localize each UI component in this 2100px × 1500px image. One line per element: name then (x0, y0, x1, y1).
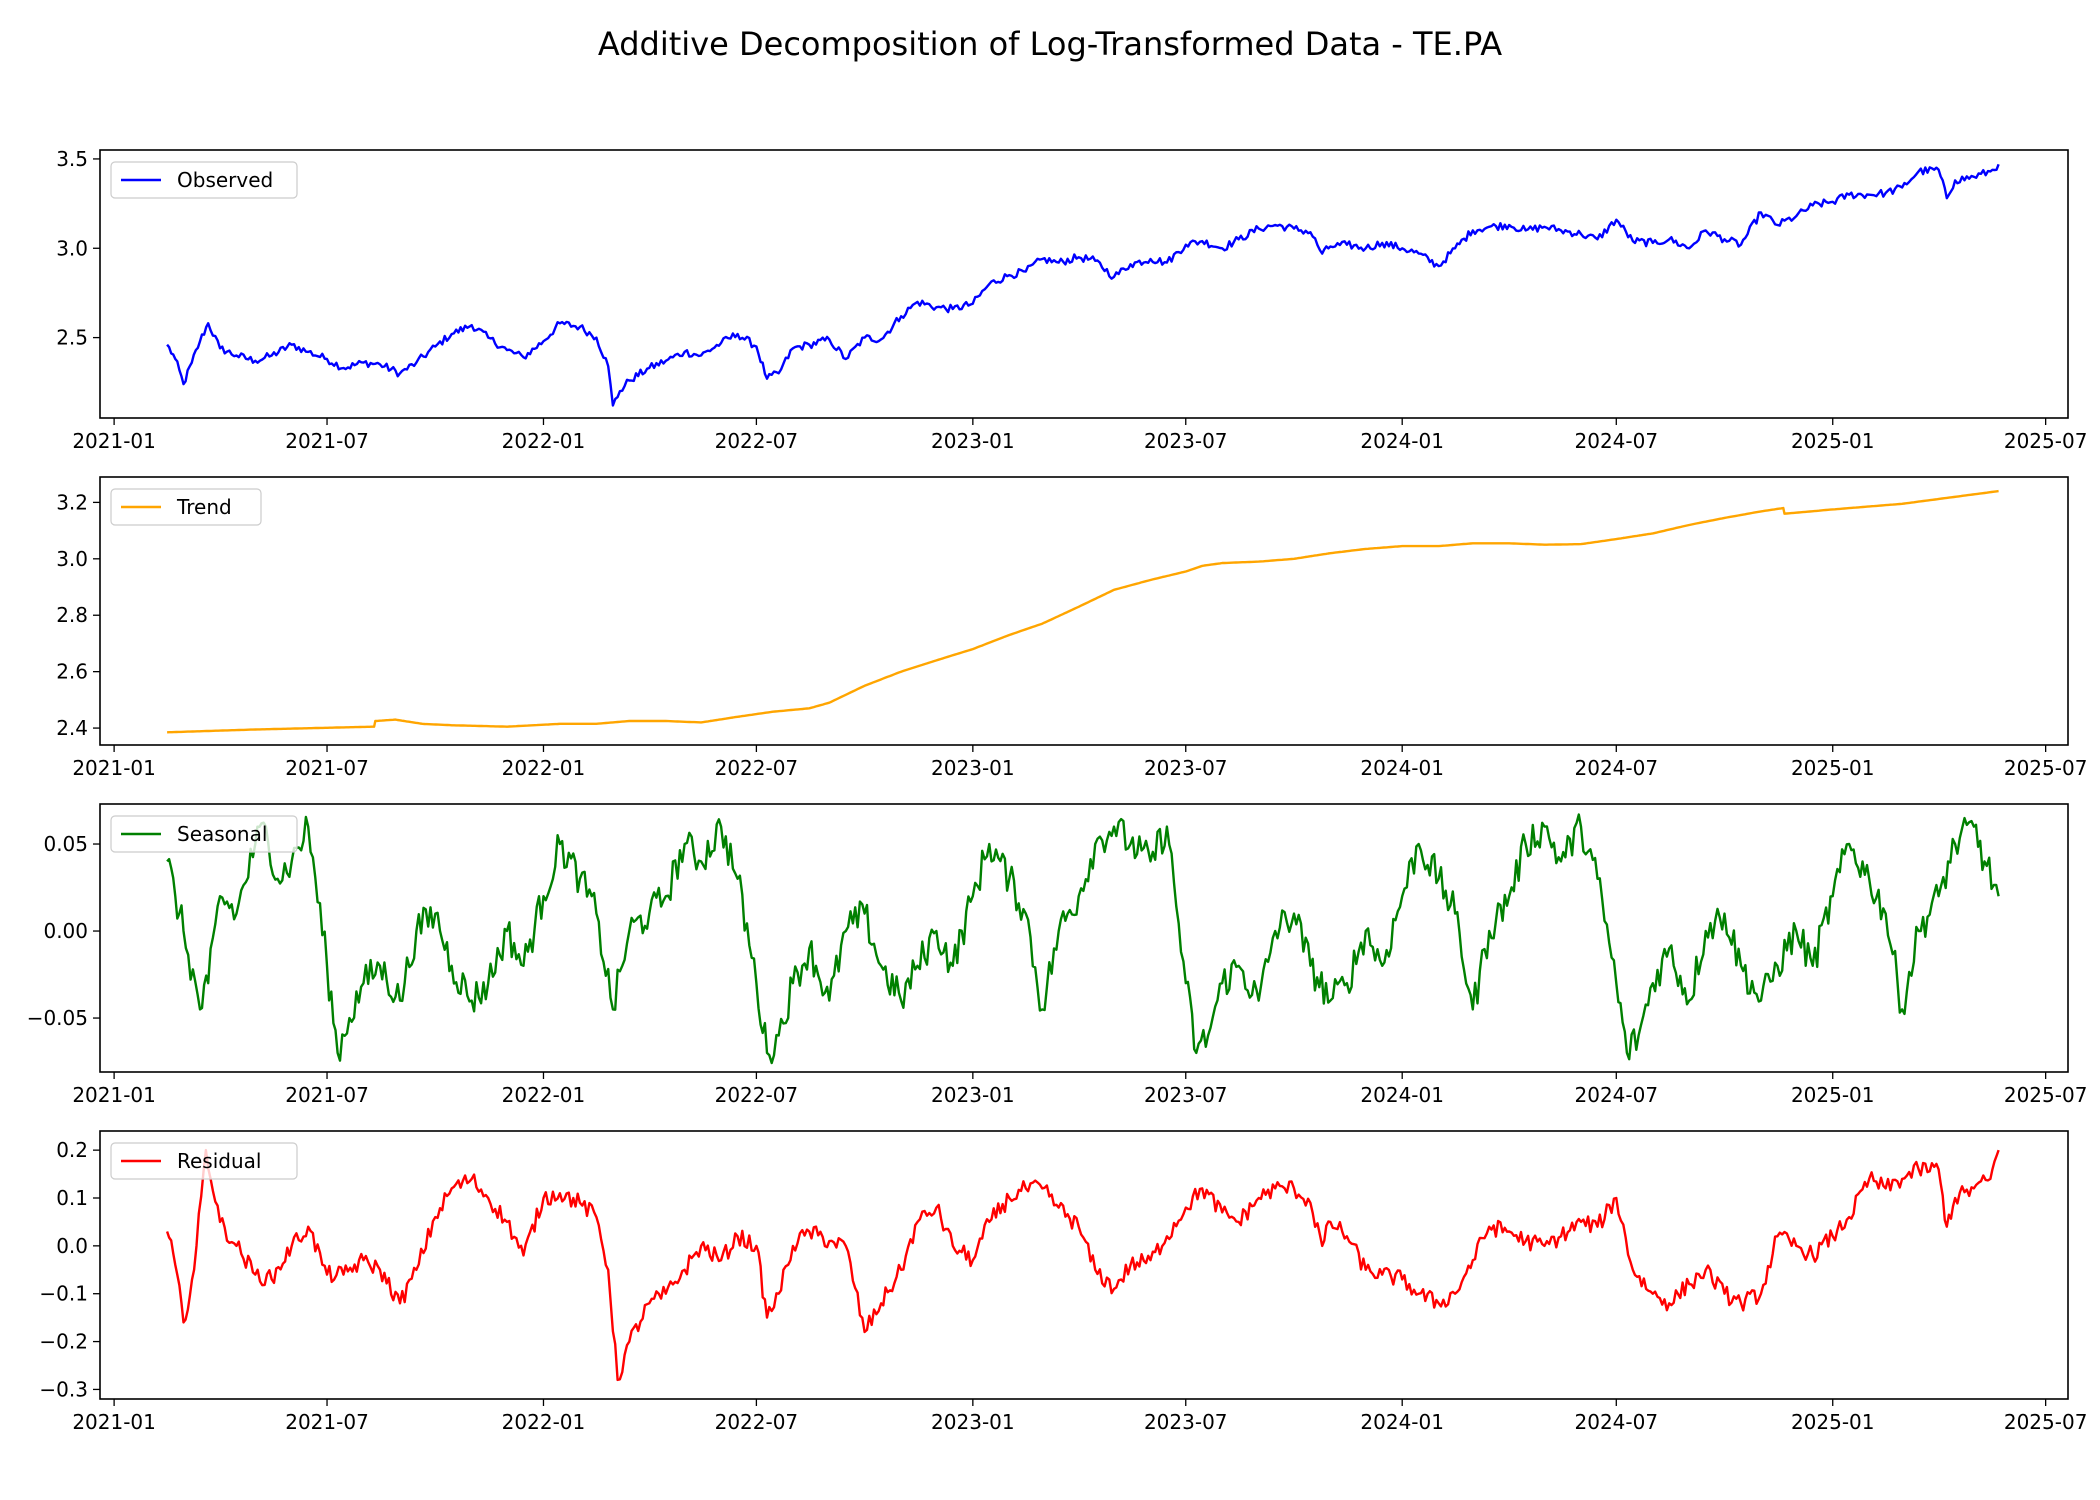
observed-legend: Observed (110, 161, 298, 199)
seasonal-legend: Seasonal (110, 815, 298, 853)
residual-x-tick-label: 2022-07 (715, 1410, 799, 1434)
trend-legend-label: Trend (176, 495, 232, 519)
seasonal-x-tick-label: 2021-01 (72, 1083, 156, 1107)
trend-legend: Trend (110, 488, 262, 526)
panel-observed: 2021-01 2021-07 2022-01 2022-07 2023-01 2023-… (56, 147, 2087, 453)
residual-x-tick-label: 2023-01 (931, 1410, 1015, 1434)
observed-x-tick-label: 2022-01 (502, 429, 586, 453)
residual-x-tick-label: 2025-01 (1791, 1410, 1875, 1434)
residual-x-tick-label: 2025-07 (2004, 1410, 2088, 1434)
trend-x-tick-label: 2024-01 (1360, 756, 1444, 780)
trend-x-tick-label: 2021-07 (285, 756, 369, 780)
trend-axes-frame (99, 476, 2069, 746)
trend-x-tick-label: 2023-07 (1144, 756, 1228, 780)
trend-x-tick-label: 2025-01 (1791, 756, 1875, 780)
residual-axes-frame (99, 1130, 2069, 1400)
trend-x-tick-label: 2023-01 (931, 756, 1015, 780)
panels-container: 2021-01 2021-07 2022-01 2022-07 2023-01 2023-… (27, 147, 2088, 1434)
trend-x-tick-label: 2021-01 (72, 756, 156, 780)
observed-x-tick-label: 2023-07 (1144, 429, 1228, 453)
figure-title: Additive Decomposition of Log-Transforme… (598, 25, 1502, 63)
seasonal-y-tick-label: 0.00 (43, 919, 88, 943)
trend-x-tick-label: 2022-07 (715, 756, 799, 780)
seasonal-series-line (166, 813, 2000, 1065)
seasonal-x-tick-label: 2024-01 (1360, 1083, 1444, 1107)
residual-series-line (165, 1148, 2000, 1382)
trend-y-tick-label: 2.8 (56, 603, 88, 627)
seasonal-y-tick-label: 0.05 (43, 832, 88, 856)
observed-series-line (166, 163, 2000, 407)
residual-y-tick-label: 0.1 (56, 1186, 88, 1210)
seasonal-x-tick-label: 2021-07 (285, 1083, 369, 1107)
residual-y-tick-label: −0.1 (39, 1282, 88, 1306)
observed-y-tick-label: 2.5 (56, 326, 88, 350)
observed-x-tick-label: 2024-07 (1575, 429, 1659, 453)
panel-trend: 2021-01 2021-07 2022-01 2022-07 2023-01 2023-… (56, 476, 2088, 780)
trend-series-line (167, 489, 1999, 734)
residual-y-tick-label: 0.2 (56, 1138, 88, 1162)
seasonal-x-tick-label: 2022-01 (502, 1083, 586, 1107)
residual-legend: Residual (110, 1142, 298, 1180)
observed-x-tick-label: 2021-07 (285, 429, 369, 453)
residual-x-tick-label: 2021-01 (72, 1410, 156, 1434)
seasonal-x-tick-label: 2025-01 (1791, 1083, 1875, 1107)
observed-axes-frame (99, 149, 2069, 419)
residual-y-tick-label: −0.3 (39, 1377, 88, 1401)
trend-x-tick-label: 2024-07 (1575, 756, 1659, 780)
observed-x-tick-label: 2021-01 (72, 429, 156, 453)
residual-x-tick-label: 2024-01 (1360, 1410, 1444, 1434)
seasonal-x-tick-label: 2024-07 (1575, 1083, 1659, 1107)
residual-x-tick-label: 2021-07 (285, 1410, 369, 1434)
panel-seasonal: 2021-01 2021-07 2022-01 2022-07 2023-01 2023-… (27, 803, 2088, 1107)
observed-x-tick-label: 2025-01 (1791, 429, 1875, 453)
residual-x-tick-label: 2024-07 (1575, 1410, 1659, 1434)
residual-legend-label: Residual (177, 1149, 261, 1173)
observed-legend-label: Observed (177, 168, 273, 192)
seasonal-x-tick-label: 2022-07 (715, 1083, 799, 1107)
seasonal-x-tick-label: 2023-01 (931, 1083, 1015, 1107)
seasonal-y-tick-label: −0.05 (27, 1006, 88, 1030)
trend-y-tick-label: 2.6 (56, 660, 88, 684)
trend-x-tick-label: 2025-07 (2004, 756, 2088, 780)
trend-x-tick-label: 2022-01 (502, 756, 586, 780)
observed-y-tick-label: 3.0 (56, 236, 88, 260)
residual-y-tick-label: −0.2 (39, 1330, 88, 1354)
residual-y-tick-label: 0.0 (56, 1234, 88, 1258)
panel-residual: 2021-01 2021-07 2022-01 2022-07 2023-01 2023-… (39, 1130, 2088, 1434)
observed-x-tick-label: 2025-07 (2004, 429, 2088, 453)
trend-y-tick-label: 3.2 (56, 490, 88, 514)
seasonal-x-tick-label: 2025-07 (2004, 1083, 2088, 1107)
seasonal-legend-label: Seasonal (177, 822, 267, 846)
residual-x-tick-label: 2022-01 (502, 1410, 586, 1434)
trend-y-tick-label: 2.4 (56, 716, 88, 740)
observed-x-tick-label: 2022-07 (715, 429, 799, 453)
seasonal-x-tick-label: 2023-07 (1144, 1083, 1228, 1107)
residual-x-tick-label: 2023-07 (1144, 1410, 1228, 1434)
seasonal-axes-frame (99, 803, 2069, 1073)
trend-y-tick-label: 3.0 (56, 547, 88, 571)
observed-x-tick-label: 2023-01 (931, 429, 1015, 453)
observed-x-tick-label: 2024-01 (1360, 429, 1444, 453)
observed-y-tick-label: 3.5 (56, 147, 88, 171)
